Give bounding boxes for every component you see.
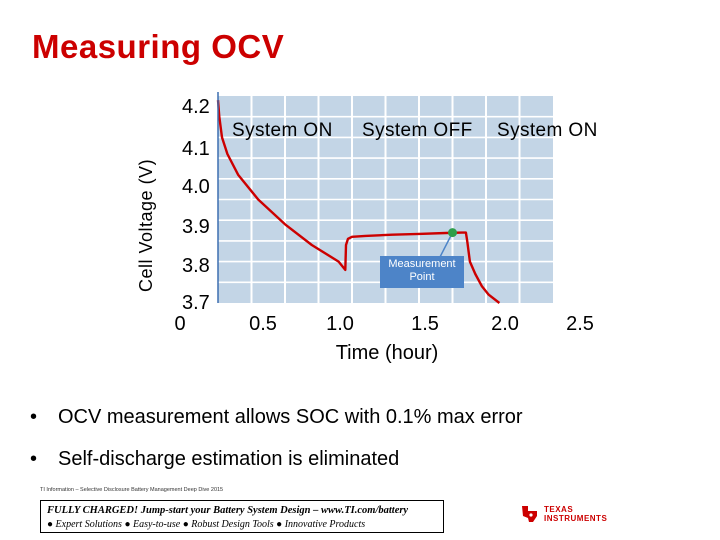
x-tick-label: 0.5 — [249, 313, 277, 335]
logo-line: INSTRUMENTS — [544, 514, 608, 523]
x-tick-label: 0 — [174, 313, 186, 335]
y-tick-label: 4.2 — [182, 96, 210, 118]
logo-line: TEXAS — [544, 505, 574, 514]
bullet-list: • OCV measurement allows SOC with 0.1% m… — [30, 406, 523, 490]
tagline: Expert Solutions — [55, 519, 122, 530]
measurement-point-callout: Measurement Point — [380, 256, 464, 288]
x-axis-label: Time (hour) — [335, 342, 439, 364]
callout-label: Measurement Point — [388, 258, 456, 283]
bullet-dot-icon: • — [30, 448, 38, 470]
tagline: Innovative Products — [284, 519, 366, 530]
footer-headline: FULLY CHARGED! Jump-start your Battery S… — [47, 505, 409, 516]
y-tick-label: 3.7 — [182, 292, 210, 314]
y-tick-label: 4.1 — [182, 138, 210, 160]
y-tick-label: 3.9 — [182, 216, 210, 238]
measurement-point-marker — [448, 228, 457, 238]
footer-banner: FULLY CHARGED! Jump-start your Battery S… — [40, 500, 444, 533]
bullet-item: • Self-discharge estimation is eliminate… — [30, 448, 523, 471]
tagline-bullet-icon: ● — [47, 519, 56, 530]
texas-instruments-logo: TEXAS INSTRUMENTS — [520, 504, 607, 524]
tagline-bullet-icon: ● — [124, 519, 133, 530]
x-tick-label: 2.0 — [491, 313, 519, 335]
y-tick-label: 4.0 — [182, 176, 210, 198]
texas-state-icon — [522, 506, 537, 522]
footer-disclaimer: TI Information – Selective Disclosure Ba… — [40, 487, 224, 493]
bullet-dot-icon: • — [30, 406, 38, 428]
bullet-item: • OCV measurement allows SOC with 0.1% m… — [30, 406, 523, 429]
phase-label-system-off: System OFF — [362, 120, 473, 141]
bullet-text: OCV measurement allows SOC with 0.1% max… — [58, 406, 523, 428]
tagline-bullet-icon: ● — [182, 519, 192, 530]
footer-taglines: ● Expert Solutions ● Easy-to-use ● Robus… — [47, 519, 365, 530]
slide-title: Measuring OCV — [32, 28, 285, 65]
tagline-bullet-icon: ● — [276, 519, 285, 530]
phase-label-system-on-1: System ON — [232, 120, 333, 141]
x-tick-label: 1.5 — [411, 313, 439, 335]
phase-label-system-on-2: System ON — [497, 120, 598, 141]
tagline: Easy-to-use — [132, 519, 181, 530]
x-tick-label: 1.0 — [326, 313, 354, 335]
measurement-point-leader — [439, 232, 454, 258]
y-tick-label: 3.8 — [182, 255, 210, 277]
bullet-text: Self-discharge estimation is eliminated — [58, 448, 400, 470]
x-tick-label: 2.5 — [566, 313, 594, 335]
logo-wordmark: TEXAS INSTRUMENTS — [544, 505, 607, 523]
tagline: Robust Design Tools — [191, 519, 274, 530]
voltage-series-line — [216, 100, 501, 304]
